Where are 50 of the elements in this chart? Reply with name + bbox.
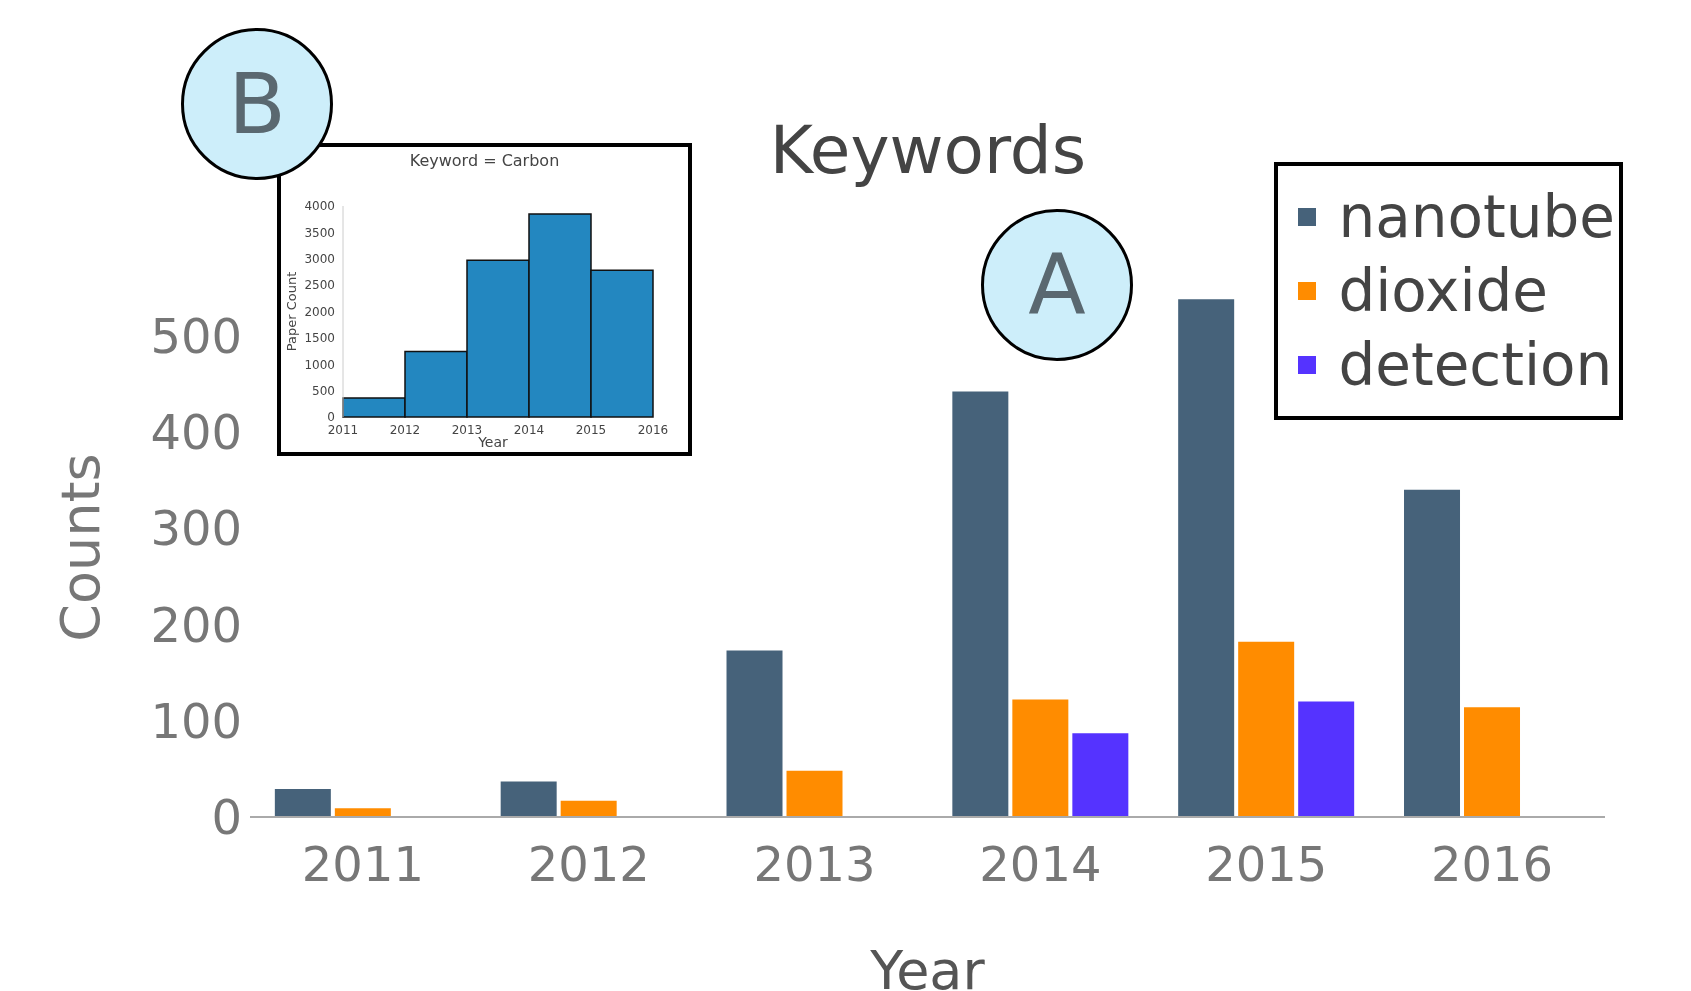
y-tick-label: 200: [150, 596, 242, 653]
y-tick-label: 100: [150, 692, 242, 749]
y-tick-label: 0: [327, 410, 335, 425]
y-axis-title: Counts: [49, 453, 113, 642]
legend-label: dioxide: [1338, 256, 1549, 327]
bar: [1238, 641, 1295, 817]
bar: [1404, 489, 1461, 817]
legend-label: nanotube: [1338, 182, 1615, 253]
bar: [334, 808, 391, 817]
bar: [560, 800, 617, 817]
x-tick-label: 2013: [451, 422, 483, 437]
y-tick-label: 1000: [304, 357, 335, 372]
bar: [1464, 707, 1521, 817]
legend-label: detection: [1338, 330, 1613, 401]
x-tick-label: 2016: [1431, 836, 1554, 893]
y-tick-label: 1500: [304, 331, 335, 346]
x-tick-label: 2011: [327, 422, 359, 437]
chart-title: Keywords: [769, 112, 1087, 189]
y-tick-label: 3500: [304, 225, 335, 240]
y-axis-title: Paper Count: [283, 271, 299, 352]
chart-title: Keyword = Carbon: [409, 151, 560, 170]
y-tick-label: 4000: [304, 199, 335, 214]
x-axis-title: Year: [478, 434, 508, 450]
x-tick-label: 2013: [753, 836, 876, 893]
bar: [1298, 701, 1355, 817]
bar: [1178, 299, 1235, 817]
x-tick-label: 2012: [527, 836, 650, 893]
bar: [952, 391, 1009, 817]
bar: [726, 650, 783, 817]
x-tick-label: 2014: [979, 836, 1102, 893]
y-tick-label: 2500: [304, 278, 335, 293]
x-tick-label: 2011: [301, 836, 424, 893]
y-tick-label: 400: [150, 404, 242, 461]
x-tick-label: 2015: [1205, 836, 1328, 893]
x-tick-label: 2014: [513, 422, 545, 437]
x-tick-label: 2015: [575, 422, 607, 437]
y-tick-label: 500: [150, 307, 242, 364]
y-tick-label: 3000: [304, 252, 335, 267]
y-tick-label: 300: [150, 500, 242, 557]
bar: [1072, 733, 1129, 817]
bar: [786, 770, 843, 817]
x-axis-title: Year: [869, 939, 986, 991]
x-tick-label: 2016: [637, 422, 669, 437]
x-tick-label: 2012: [389, 422, 421, 437]
y-tick-label: 0: [211, 789, 242, 846]
y-tick-label: 500: [312, 383, 335, 398]
bar: [1012, 699, 1069, 817]
y-tick-label: 2000: [304, 304, 335, 319]
bar: [274, 789, 331, 817]
bar: [500, 781, 557, 817]
